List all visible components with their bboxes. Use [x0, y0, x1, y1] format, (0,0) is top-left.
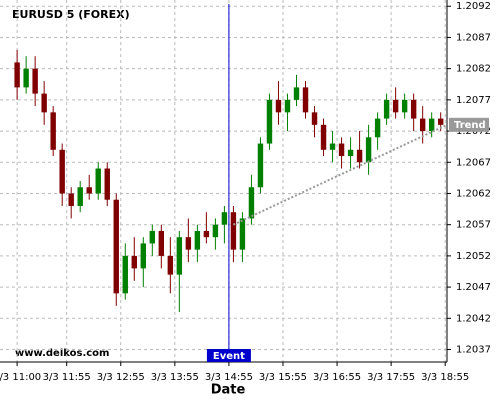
chart-title: EURUSD 5 (FOREX): [12, 8, 130, 21]
trend-label-box: [449, 117, 489, 132]
x-tick-label: 3/3 18:55: [421, 372, 469, 383]
candle-body: [32, 68, 38, 94]
candle-body: [311, 112, 318, 125]
y-tick-label: 1.2057: [456, 220, 491, 231]
candle-body: [131, 255, 137, 269]
trend-line: [232, 123, 448, 226]
candle-body: [410, 99, 417, 119]
y-tick-label: 1.2082: [456, 64, 491, 75]
watermark: www.delkos.com: [15, 348, 109, 359]
y-tick-label: 1.2052: [456, 251, 491, 262]
candle-body: [230, 212, 237, 250]
x-tick-label: 3/3 14:55: [205, 372, 253, 383]
y-tick-label: 1.2047: [456, 282, 491, 293]
candle-body: [50, 112, 56, 150]
x-tick-label: 3/3 16:55: [313, 372, 361, 383]
candle-body: [221, 212, 228, 225]
candle-body: [338, 143, 345, 157]
candle-body: [59, 149, 65, 194]
y-tick-label: 1.2087: [456, 32, 491, 43]
y-tick-label: 1.2077: [456, 95, 491, 106]
x-tick-label: 3/3 13:55: [151, 372, 199, 383]
candle-body: [140, 243, 146, 269]
candle-body: [185, 237, 192, 250]
candle-body: [437, 118, 444, 125]
candle-body: [158, 230, 165, 256]
candle-body: [248, 187, 255, 219]
candle-body: [113, 199, 119, 294]
candle-body: [374, 118, 381, 138]
candle-body: [347, 149, 354, 157]
candle-body: [320, 124, 327, 150]
candle-body: [392, 99, 399, 113]
event-label-box: [206, 349, 251, 362]
candle-body: [149, 230, 156, 244]
candle-body: [266, 99, 273, 144]
candle-body: [104, 168, 110, 200]
candle-body: [77, 187, 83, 206]
candle-body: [365, 137, 372, 163]
candle-body: [23, 68, 29, 88]
x-tick-label: 3/3 11:55: [43, 372, 91, 383]
candle-body: [428, 118, 435, 132]
candle-body: [401, 99, 408, 113]
x-tick-label: 3/3 11:00: [0, 372, 41, 383]
candle-body: [14, 62, 20, 88]
candle-body: [86, 187, 92, 194]
y-tick-label: 1.2042: [456, 313, 491, 324]
candle-body: [239, 218, 246, 250]
x-tick-label: 3/3 15:55: [259, 372, 307, 383]
y-tick-label: 1.2037: [456, 345, 491, 356]
event-label: Event: [213, 351, 245, 362]
candle-body: [293, 87, 300, 100]
y-tick-label: 1.2092: [456, 1, 491, 12]
trend-label: Trend: [454, 120, 486, 131]
candle-body: [257, 143, 264, 188]
candle-body: [203, 230, 210, 238]
candle-body: [41, 93, 47, 113]
candle-body: [68, 193, 74, 206]
candle-body: [95, 168, 101, 194]
candle-body: [284, 99, 291, 113]
candle-body: [383, 99, 390, 119]
x-tick-label: 3/3 12:55: [97, 372, 145, 383]
candle-body: [167, 255, 174, 275]
y-tick-label: 1.2067: [456, 157, 491, 168]
candle-body: [419, 118, 426, 132]
candle-body: [356, 149, 363, 163]
candle-body: [329, 143, 336, 150]
candle-body: [302, 87, 309, 113]
x-axis-label: Date: [211, 383, 246, 398]
candle-body: [122, 255, 128, 294]
x-tick-label: 3/3 17:55: [367, 372, 415, 383]
candle-body: [275, 99, 282, 113]
y-tick-label: 1.2062: [456, 188, 491, 199]
candle-body: [212, 224, 219, 238]
candle-body: [194, 230, 201, 250]
candle-body: [176, 237, 183, 275]
